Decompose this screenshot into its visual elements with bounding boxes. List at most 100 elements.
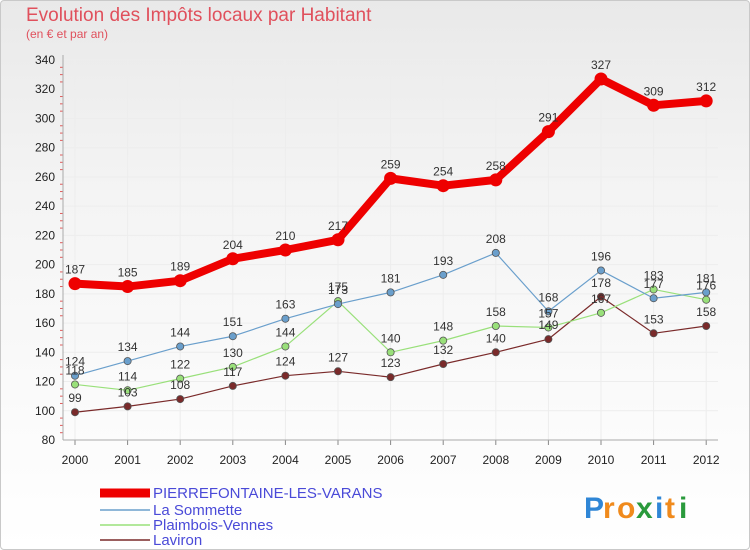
data-point (386, 288, 395, 297)
data-point (699, 94, 713, 108)
data-label: 168 (538, 290, 558, 304)
data-label: 140 (486, 331, 506, 345)
data-point (541, 125, 555, 139)
x-tick-label: 2004 (272, 453, 299, 467)
data-label: 151 (223, 315, 243, 329)
data-point (649, 294, 658, 303)
data-label: 124 (65, 355, 85, 369)
data-label: 134 (118, 340, 138, 354)
data-point (544, 323, 553, 332)
data-point (597, 308, 606, 317)
data-point (544, 335, 553, 344)
data-point (226, 252, 240, 266)
data-point (439, 359, 448, 368)
data-label: 176 (696, 279, 716, 293)
chart-title: Evolution des Impôts locaux par Habitant (26, 5, 372, 26)
y-tick-label: 220 (35, 228, 55, 242)
data-label: 158 (696, 305, 716, 319)
logo-letter: x (636, 492, 653, 525)
data-label: 258 (486, 159, 506, 173)
data-point (439, 270, 448, 279)
data-label: 144 (170, 325, 190, 339)
data-point (386, 373, 395, 382)
data-label: 204 (223, 238, 243, 252)
x-tick-label: 2003 (219, 453, 246, 467)
data-label: 124 (275, 355, 295, 369)
data-label: 114 (118, 369, 137, 383)
data-point (228, 362, 237, 371)
data-point (123, 402, 132, 411)
y-tick-label: 280 (35, 141, 55, 155)
data-label: 122 (170, 358, 190, 372)
legend-label-0: PIERREFONTAINE-LES-VARANS (153, 485, 382, 502)
data-point (228, 381, 237, 390)
y-tick-label: 200 (35, 258, 55, 272)
data-label: 185 (118, 266, 138, 280)
data-label: 259 (381, 157, 401, 171)
data-point (491, 348, 500, 357)
data-label: 153 (644, 312, 664, 326)
data-label: 108 (170, 378, 190, 392)
data-point (649, 285, 658, 294)
data-point (71, 408, 80, 417)
x-tick-label: 2009 (535, 453, 562, 467)
data-label: 312 (696, 80, 716, 94)
data-label: 99 (68, 391, 82, 405)
data-point (384, 171, 398, 185)
series-lines (68, 72, 713, 417)
data-label: 140 (381, 331, 401, 345)
data-point (333, 367, 342, 376)
data-label: 158 (486, 305, 506, 319)
data-point (173, 274, 187, 288)
logo-letter: o (617, 492, 635, 525)
data-point (278, 243, 292, 257)
data-label: 178 (591, 276, 611, 290)
legend-label-1: La Sommette (153, 502, 242, 519)
data-label: 193 (433, 254, 453, 268)
data-label: 127 (328, 350, 348, 364)
data-label: 291 (538, 111, 558, 125)
y-tick-label: 300 (35, 111, 55, 125)
data-label: 123 (381, 356, 401, 370)
data-point (386, 348, 395, 357)
chart-subtitle: (en € et par an) (26, 27, 108, 41)
data-label: 181 (381, 271, 401, 285)
legend-label-2: Plaimbois-Vennes (153, 517, 273, 534)
x-tick-label: 2008 (482, 453, 509, 467)
data-point (491, 248, 500, 257)
x-tick-label: 2006 (377, 453, 404, 467)
data-label: 210 (275, 229, 295, 243)
y-tick-label: 100 (35, 404, 55, 418)
data-label: 309 (644, 84, 664, 98)
data-point (702, 288, 711, 297)
x-tick-label: 2000 (62, 453, 89, 467)
y-tick-label: 120 (35, 375, 55, 389)
data-point (121, 280, 135, 294)
data-label: 196 (591, 249, 611, 263)
y-tick-label: 80 (42, 433, 56, 447)
data-label: 183 (644, 268, 664, 282)
data-label: 149 (538, 318, 558, 332)
data-point (281, 314, 290, 323)
data-point (176, 374, 185, 383)
data-point (489, 173, 503, 187)
data-point (491, 321, 500, 330)
y-tick-label: 260 (35, 170, 55, 184)
data-point (71, 380, 80, 389)
proxiti-logo: Pr o x i t i (584, 492, 687, 525)
logo-letter: i (655, 492, 663, 525)
data-label: 187 (65, 263, 85, 277)
data-label: 118 (65, 363, 84, 377)
y-tick-label: 320 (35, 82, 55, 96)
data-point (647, 98, 661, 112)
data-point (71, 371, 80, 380)
data-point (123, 357, 132, 366)
data-point (176, 395, 185, 404)
data-point (228, 332, 237, 341)
x-tick-label: 2011 (641, 453, 667, 467)
data-label: 327 (591, 58, 611, 72)
data-label: 157 (538, 306, 558, 320)
data-point (702, 295, 711, 304)
data-label: 181 (696, 271, 716, 285)
